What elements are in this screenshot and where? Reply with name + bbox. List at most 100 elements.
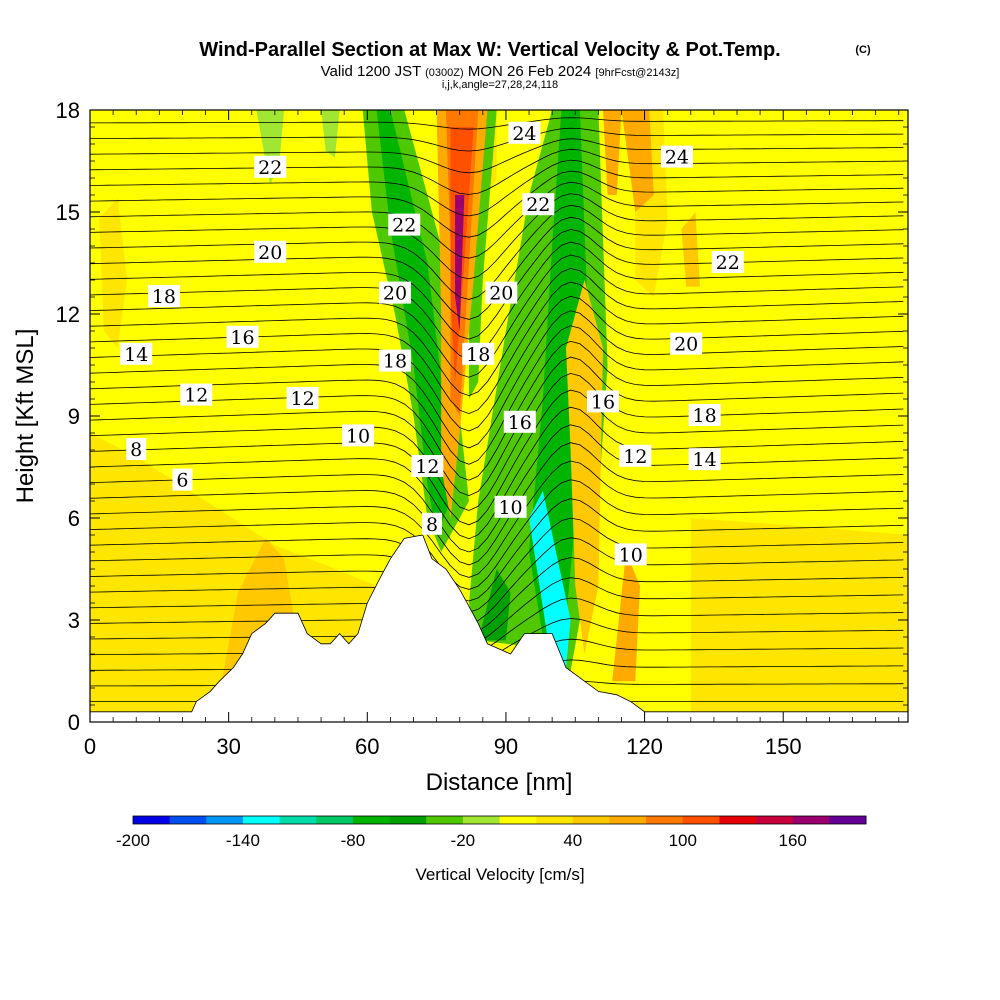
grid-indices: i,j,k,angle=27,28,24,118 xyxy=(442,79,558,91)
contour-label: 16 xyxy=(503,410,536,434)
isentrope-line xyxy=(90,325,904,465)
isentrope-line xyxy=(90,267,904,397)
y-axis: 0 3 6 9 12 15 18 xyxy=(56,98,908,735)
isentrope-line xyxy=(90,127,904,152)
isentrope-line xyxy=(90,159,904,217)
colorbar-swatch xyxy=(279,816,317,824)
contour-label-text: 22 xyxy=(716,252,740,274)
contour-label-text: 10 xyxy=(619,544,643,566)
colorbar-swatch xyxy=(389,816,427,824)
isentrope-line xyxy=(90,148,904,195)
colorbar-label: Vertical Velocity [cm/s] xyxy=(415,865,584,884)
y-tick-label: 6 xyxy=(68,506,80,531)
contour-label-text: 20 xyxy=(674,334,698,356)
colorbar-swatch xyxy=(206,816,244,824)
colorbar-tick-label: -80 xyxy=(341,831,366,850)
colorbar-tick-label: -20 xyxy=(451,831,476,850)
contour-label: 24 xyxy=(508,121,541,145)
contour-label-text: 12 xyxy=(623,446,647,468)
contour-label-text: 10 xyxy=(346,425,370,447)
contour-label: 20 xyxy=(670,332,703,356)
contour-label: 10 xyxy=(494,495,527,519)
x-tick-label: 30 xyxy=(216,734,240,759)
isentrope-line xyxy=(90,537,904,624)
isentrope-line xyxy=(90,557,904,635)
x-tick-label: 60 xyxy=(355,734,379,759)
isentrope-line xyxy=(90,577,904,645)
contour-label-text: 22 xyxy=(526,194,550,216)
isentrope-line xyxy=(90,424,904,553)
isentrope-line xyxy=(90,340,904,481)
colorbar-tick-label: 100 xyxy=(669,831,697,850)
contour-label: 22 xyxy=(254,155,287,179)
isentrope-line xyxy=(90,229,904,340)
isentrope-line xyxy=(90,460,904,578)
contour-label: 18 xyxy=(688,404,721,427)
contour-label: 12 xyxy=(411,455,444,478)
contour-label-text: 12 xyxy=(415,456,439,478)
contour-label: 14 xyxy=(120,342,153,366)
contour-label: 20 xyxy=(254,240,287,264)
colorbar-tick-label: -200 xyxy=(116,831,150,850)
contour-label: 18 xyxy=(462,342,495,366)
contour-label-text: 20 xyxy=(258,242,282,264)
updraft-region xyxy=(99,198,127,348)
isentrope-line xyxy=(90,170,904,238)
isentrope-line xyxy=(90,117,904,130)
y-tick-label: 18 xyxy=(56,98,80,123)
contour-label: 20 xyxy=(379,281,412,305)
x-tick-label: 0 xyxy=(84,734,96,759)
contour-label: 18 xyxy=(379,349,412,373)
contour-label-text: 8 xyxy=(130,439,142,461)
colorbar-tick-label: 160 xyxy=(779,831,807,850)
colorbar-swatch xyxy=(719,816,757,824)
contour-label: 20 xyxy=(485,281,518,305)
isentrope-line xyxy=(90,372,904,511)
isentrope-line xyxy=(90,479,904,590)
colorbar-swatch xyxy=(792,816,830,824)
contour-label: 22 xyxy=(388,213,421,237)
contour-label: 6 xyxy=(172,468,193,492)
colorbar-swatch xyxy=(426,816,464,824)
contour-label-text: 18 xyxy=(466,344,490,366)
isentrope-line xyxy=(90,389,904,526)
isentrope-line xyxy=(90,356,904,497)
colorbar-swatch xyxy=(682,816,720,824)
contour-label: 22 xyxy=(522,193,555,216)
contour-label-text: 20 xyxy=(489,283,513,305)
updraft-core xyxy=(612,552,640,682)
contour-label-text: 24 xyxy=(512,123,536,145)
colorbar-swatch xyxy=(756,816,794,824)
contour-label-text: 18 xyxy=(383,351,407,373)
contour-label: 18 xyxy=(147,285,180,308)
isentrope-line xyxy=(90,281,904,415)
colorbar-tick-label: -140 xyxy=(226,831,260,850)
updraft-secondary xyxy=(566,280,603,654)
isentrope-line xyxy=(90,310,904,449)
isentrope-line xyxy=(90,442,904,566)
contour-label-text: 8 xyxy=(426,514,438,536)
colorbar-swatch xyxy=(829,816,867,824)
valid-utc: (0300Z) xyxy=(425,67,464,79)
contour-label: 22 xyxy=(711,251,744,274)
strong-downdraft xyxy=(529,490,571,668)
isentrope-line xyxy=(90,295,904,432)
contour-label: 14 xyxy=(688,448,721,471)
contour-labels: 24 24 22 22 22 22 20 20 20 20 18 18 18 18 16 16 16 14 14 12… xyxy=(120,121,744,566)
copyright-mark: (C) xyxy=(855,44,871,56)
colorbar-swatch xyxy=(646,816,684,824)
terrain xyxy=(90,534,908,722)
contour-label-text: 14 xyxy=(124,344,148,366)
y-tick-label: 9 xyxy=(68,404,80,429)
valid-date: MON 26 Feb 2024 xyxy=(468,63,591,80)
isentrope-line xyxy=(90,498,904,602)
isentrope-line xyxy=(90,254,904,378)
colorbar-tick-label: 40 xyxy=(563,831,582,850)
colorbar-ticks: -200 -140 -80 -20 40 100 160 xyxy=(116,831,807,850)
contour-label: 12 xyxy=(286,387,319,410)
y-axis-label: Height [Kft MSL] xyxy=(12,329,39,504)
isentrope-line xyxy=(90,181,904,259)
x-tick-label: 150 xyxy=(765,734,802,759)
chart-subtitle: Valid 1200 JST (0300Z) MON 26 Feb 2024 [… xyxy=(321,63,680,80)
